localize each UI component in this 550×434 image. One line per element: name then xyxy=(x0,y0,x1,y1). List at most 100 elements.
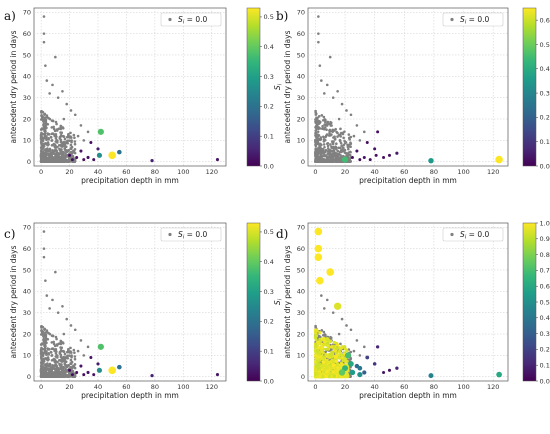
colorbar-tick-label: 0.2 xyxy=(540,346,550,354)
zero-sensitivity-point xyxy=(55,343,59,346)
zero-sensitivity-point xyxy=(55,128,59,131)
zero-sensitivity-point xyxy=(330,133,333,136)
high-sensitivity-point xyxy=(314,342,318,346)
zero-sensitivity-point xyxy=(343,139,346,143)
zero-sensitivity-point xyxy=(55,366,59,369)
zero-sensitivity-point xyxy=(72,364,75,368)
zero-sensitivity-point xyxy=(337,152,341,156)
sensitivity-point xyxy=(341,156,349,163)
zero-sensitivity-point xyxy=(340,102,344,106)
high-sensitivity-point xyxy=(317,362,322,366)
high-sensitivity-point xyxy=(325,337,329,341)
zero-sensitivity-point xyxy=(339,146,342,150)
zero-sensitivity-point xyxy=(69,146,73,150)
zero-sensitivity-point xyxy=(50,354,53,357)
high-sensitivity-point xyxy=(317,353,322,357)
colorbar-tick-label: 0.4 xyxy=(264,43,274,51)
zero-sensitivity-point xyxy=(72,133,76,137)
zero-sensitivity-point xyxy=(56,145,59,149)
zero-sensitivity-point xyxy=(48,92,51,95)
zero-sensitivity-point xyxy=(45,79,49,82)
zero-sensitivity-point xyxy=(59,365,63,369)
zero-sensitivity-point xyxy=(39,149,43,153)
zero-sensitivity-point xyxy=(318,127,322,130)
sensitivity-point xyxy=(362,370,367,375)
zero-sensitivity-point xyxy=(46,347,50,350)
colorbar-label: Si xyxy=(273,298,284,305)
zero-sensitivity-point xyxy=(65,102,69,106)
zero-sensitivity-point xyxy=(72,348,76,352)
high-sensitivity-point xyxy=(330,358,334,363)
zero-sensitivity-point xyxy=(318,120,322,124)
zero-sensitivity-point xyxy=(61,142,64,146)
sensitivity-point xyxy=(117,364,122,370)
zero-sensitivity-point xyxy=(328,55,332,59)
colorbar-tick-label: 0.4 xyxy=(540,314,550,322)
legend-box xyxy=(160,227,222,242)
high-sensitivity-point xyxy=(341,353,345,357)
zero-sensitivity-point xyxy=(43,155,46,158)
y-tick-label: 60 xyxy=(23,30,31,38)
high-sensitivity-point xyxy=(331,363,336,367)
high-sensitivity-point xyxy=(320,346,324,350)
zero-sensitivity-point xyxy=(52,357,56,361)
zero-sensitivity-point xyxy=(50,153,54,157)
y-tick-label: 50 xyxy=(23,266,31,274)
y-tick-label: 60 xyxy=(297,245,305,253)
zero-sensitivity-point xyxy=(73,328,77,332)
y-tick-label: 40 xyxy=(23,288,31,296)
sensitivity-point xyxy=(108,151,117,160)
colorbar-tick-label: 0.6 xyxy=(540,283,550,291)
zero-sensitivity-point xyxy=(64,152,67,156)
high-sensitivity-point xyxy=(326,344,330,348)
zero-sensitivity-point xyxy=(314,131,318,135)
zero-sensitivity-point xyxy=(52,142,56,146)
sensitivity-point xyxy=(79,149,83,153)
zero-sensitivity-point xyxy=(323,145,326,149)
zero-sensitivity-point xyxy=(321,124,324,128)
zero-sensitivity-point xyxy=(45,143,49,146)
zero-sensitivity-point xyxy=(315,122,318,125)
sensitivity-point xyxy=(89,356,93,360)
zero-sensitivity-point xyxy=(39,351,43,355)
zero-sensitivity-point xyxy=(42,32,46,35)
y-tick-label: 30 xyxy=(23,309,31,317)
zero-sensitivity-point xyxy=(328,149,332,153)
zero-sensitivity-point xyxy=(45,149,49,152)
zero-sensitivity-point xyxy=(334,146,338,149)
zero-sensitivity-point xyxy=(326,152,330,156)
zero-sensitivity-point xyxy=(358,354,362,357)
x-tick-label: 100 xyxy=(457,383,469,391)
y-tick-label: 30 xyxy=(297,309,305,317)
high-sensitivity-point xyxy=(314,330,318,334)
x-tick-label: 0 xyxy=(313,168,317,176)
sensitivity-point xyxy=(86,370,90,374)
zero-sensitivity-point xyxy=(345,152,349,155)
legend-symbol: S xyxy=(460,15,465,24)
sensitivity-point xyxy=(395,151,399,155)
zero-sensitivity-point xyxy=(44,331,47,334)
zero-sensitivity-point xyxy=(45,329,49,332)
zero-sensitivity-point xyxy=(58,136,62,139)
zero-sensitivity-point xyxy=(324,134,328,138)
x-tick-label: 20 xyxy=(65,168,73,176)
legend-subscript: i xyxy=(183,235,185,241)
zero-sensitivity-point xyxy=(57,359,61,362)
high-sensitivity-point xyxy=(329,368,333,372)
x-axis-label: precipitation depth in mm xyxy=(359,391,457,400)
zero-sensitivity-point xyxy=(66,139,70,142)
high-sensitivity-point xyxy=(314,345,318,349)
zero-sensitivity-point xyxy=(45,358,49,361)
zero-sensitivity-point xyxy=(314,111,317,114)
sensitivity-point xyxy=(349,369,356,376)
zero-sensitivity-point xyxy=(70,139,73,142)
zero-sensitivity-point xyxy=(324,333,327,337)
high-sensitivity-point xyxy=(337,349,341,354)
legend-marker xyxy=(168,17,172,22)
colorbar-subscript: i xyxy=(278,83,284,85)
zero-sensitivity-point xyxy=(54,364,58,367)
zero-sensitivity-point xyxy=(43,132,47,135)
y-tick-label: 20 xyxy=(297,115,305,123)
zero-sensitivity-point xyxy=(334,160,337,163)
zero-sensitivity-point xyxy=(48,362,52,366)
